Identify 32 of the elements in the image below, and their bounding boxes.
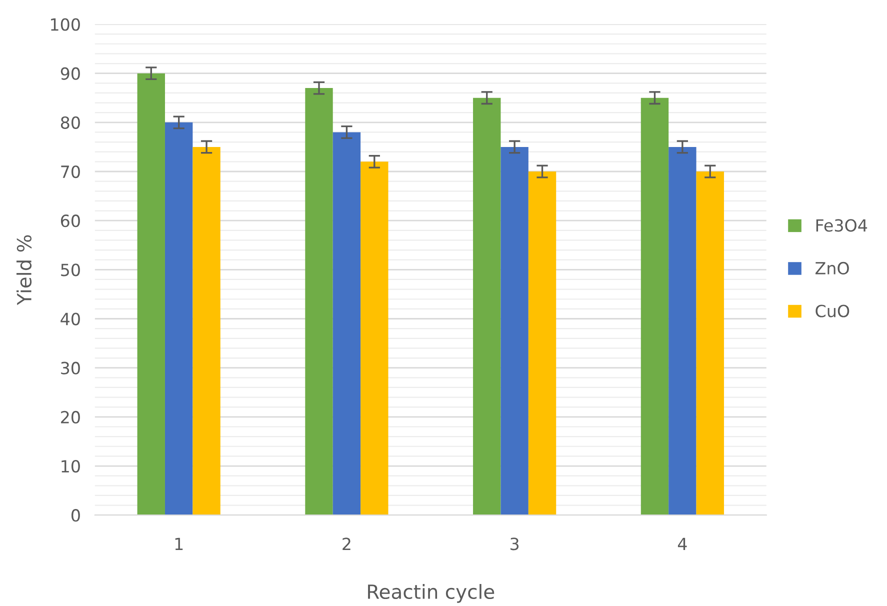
bar	[640, 98, 669, 516]
legend-label: CuO	[816, 304, 850, 318]
bar	[332, 132, 361, 516]
bar	[528, 172, 556, 516]
x-tick-label: 4	[678, 538, 687, 550]
y-tick-label: 0	[72, 509, 80, 522]
y-tick-label: 10	[62, 460, 80, 473]
y-tick-label: 70	[61, 165, 80, 178]
bar	[305, 88, 333, 516]
bar	[192, 146, 220, 516]
x-tick-label: 1	[175, 538, 183, 550]
bar	[500, 146, 528, 516]
bar	[668, 146, 696, 516]
y-tick-label: 90	[60, 67, 80, 80]
y-tick-label: 100	[51, 18, 80, 31]
bar	[164, 122, 193, 516]
x-axis-title: Reactin cycle	[368, 584, 494, 603]
x-tick-label: 3	[510, 538, 519, 550]
y-tick-label: 50	[61, 264, 80, 276]
legend-label: ZnO	[816, 262, 849, 275]
x-tick-label: 2	[342, 538, 350, 550]
y-tick-label: 20	[61, 410, 80, 424]
y-tick-label: 30	[61, 362, 80, 374]
bar	[137, 73, 165, 516]
bar	[696, 172, 724, 516]
y-tick-label: 40	[60, 312, 80, 326]
bar	[473, 98, 501, 516]
legend-label: Fe3O4	[816, 219, 868, 232]
y-tick-label: 80	[60, 116, 80, 129]
y-axis-title: Yield %	[16, 235, 32, 306]
y-tick-label: 60	[60, 214, 80, 228]
bar	[360, 162, 388, 516]
